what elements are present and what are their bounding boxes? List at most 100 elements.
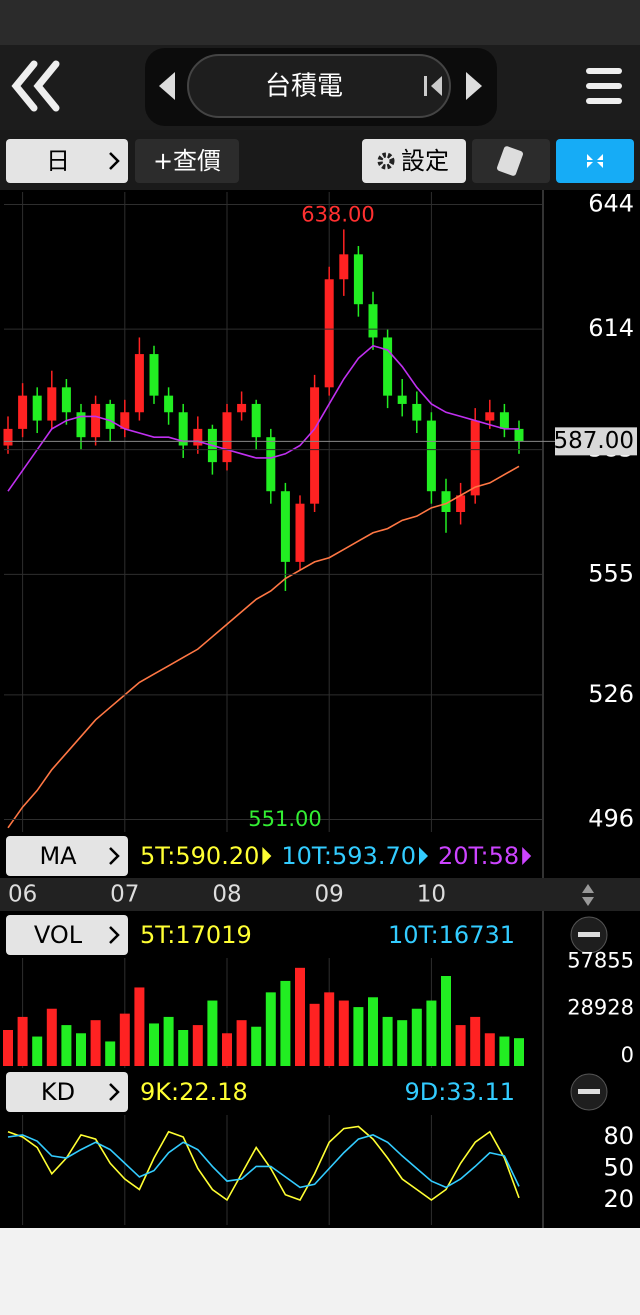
- volume-bar: [338, 1000, 349, 1066]
- y-tick-label: 57855: [567, 948, 634, 972]
- minus-icon: [578, 932, 600, 937]
- candle-body: [134, 354, 144, 413]
- y-tick-label: 614: [588, 314, 634, 342]
- last-price-label: 587.00: [554, 428, 634, 454]
- footer: [0, 1228, 640, 1315]
- y-tick-label: 80: [603, 1122, 634, 1150]
- volume-bar: [455, 1025, 466, 1066]
- date-label: 06: [8, 882, 37, 908]
- y-tick-label: 28928: [567, 996, 634, 1020]
- candle-body: [353, 254, 363, 305]
- candle-body: [383, 337, 393, 396]
- chevron: [109, 926, 120, 944]
- prev-button[interactable]: [159, 72, 175, 100]
- legend-item: 5T:590.20: [140, 842, 259, 870]
- scroll-icon[interactable]: [582, 897, 594, 906]
- volume-bar: [236, 1020, 247, 1066]
- legend-item: 20T:58: [438, 842, 519, 870]
- settings-button[interactable]: [362, 139, 466, 183]
- volume-bar: [309, 1003, 320, 1066]
- stock-name: 台積電: [265, 72, 343, 102]
- volume-bar: [134, 987, 145, 1066]
- candle-body: [149, 354, 159, 396]
- chevron: [109, 1083, 120, 1101]
- candle-body: [310, 387, 320, 504]
- candle-body: [368, 304, 378, 338]
- fullscreen-button[interactable]: [556, 139, 634, 183]
- volume-bar: [222, 1033, 232, 1066]
- plot-area: 5T:590.20 10T:593.70 20T:58 5T:17019 10T:167…: [3, 192, 532, 1225]
- menu-icon[interactable]: [586, 83, 622, 89]
- candle-body: [105, 403, 115, 429]
- back-icon[interactable]: [11, 60, 38, 112]
- kd-line: [7, 1125, 520, 1202]
- volume-bar: [324, 992, 335, 1066]
- date-label: 08: [212, 882, 241, 908]
- legend-arrow: [418, 847, 428, 865]
- y-tick-label: 526: [588, 680, 634, 708]
- candle-body: [295, 503, 305, 562]
- rotate-icon: [497, 146, 523, 176]
- volume-bar: [470, 1016, 481, 1066]
- volume-bar: [368, 997, 378, 1066]
- volume-bar: [105, 1041, 116, 1066]
- volume-bar: [499, 1036, 510, 1066]
- menu-icon[interactable]: [586, 98, 622, 104]
- y-tick-label: 555: [588, 559, 634, 587]
- candle-body: [280, 491, 290, 562]
- candle-body: [32, 395, 42, 421]
- legend-arrow: [262, 847, 272, 865]
- candle-body: [499, 412, 509, 429]
- date-label: 09: [315, 882, 344, 908]
- icon: [597, 154, 603, 160]
- candle-body: [120, 412, 130, 429]
- indicator-name: MA: [39, 842, 77, 870]
- icon: [587, 162, 593, 168]
- indicator-name: KD: [41, 1078, 75, 1106]
- icon: [424, 76, 427, 96]
- volume-bar: [192, 1025, 203, 1066]
- chevron: [109, 152, 120, 170]
- max-label: 638.00: [301, 202, 374, 226]
- candle-body: [266, 437, 276, 492]
- volume-bar: [178, 1030, 189, 1066]
- period-label: 日: [46, 147, 70, 175]
- volume-bar: [46, 1008, 57, 1066]
- quote-button[interactable]: [135, 139, 239, 183]
- volume-bar: [32, 1036, 43, 1066]
- candle-body: [426, 420, 436, 492]
- y-tick-label: 20: [603, 1185, 634, 1213]
- candle-body: [251, 403, 261, 438]
- icon: [587, 154, 593, 160]
- candle-body: [470, 420, 480, 496]
- scroll-icon[interactable]: [582, 884, 594, 893]
- y-tick-label: 644: [588, 189, 634, 217]
- legend-item: 10T:16731: [388, 921, 515, 949]
- next-button[interactable]: [466, 72, 482, 100]
- indicator-button[interactable]: [6, 836, 128, 876]
- candle-body: [18, 395, 28, 429]
- ma-line: [7, 465, 520, 829]
- indicator-button[interactable]: [6, 1072, 128, 1112]
- legend-item: 5T:17019: [140, 921, 252, 949]
- candle-body: [397, 395, 407, 404]
- candle-body: [339, 254, 349, 280]
- date-label: 10: [417, 882, 446, 908]
- back-icon[interactable]: [33, 60, 60, 112]
- stock-pill[interactable]: [187, 54, 451, 118]
- settings-label: 設定: [401, 147, 449, 175]
- date-row: [0, 878, 640, 911]
- menu-icon[interactable]: [586, 68, 622, 74]
- volume-bar: [382, 1016, 393, 1066]
- indicator-button[interactable]: [6, 915, 128, 955]
- volume-bar: [17, 1016, 28, 1066]
- candle-body: [61, 387, 71, 413]
- volume-bar: [90, 1020, 101, 1066]
- candle-body: [237, 403, 247, 413]
- y-tick-label: 50: [603, 1154, 634, 1182]
- period-button[interactable]: [6, 139, 128, 183]
- legend-arrow: [522, 847, 532, 865]
- legend-item: 10T:593.70: [281, 842, 416, 870]
